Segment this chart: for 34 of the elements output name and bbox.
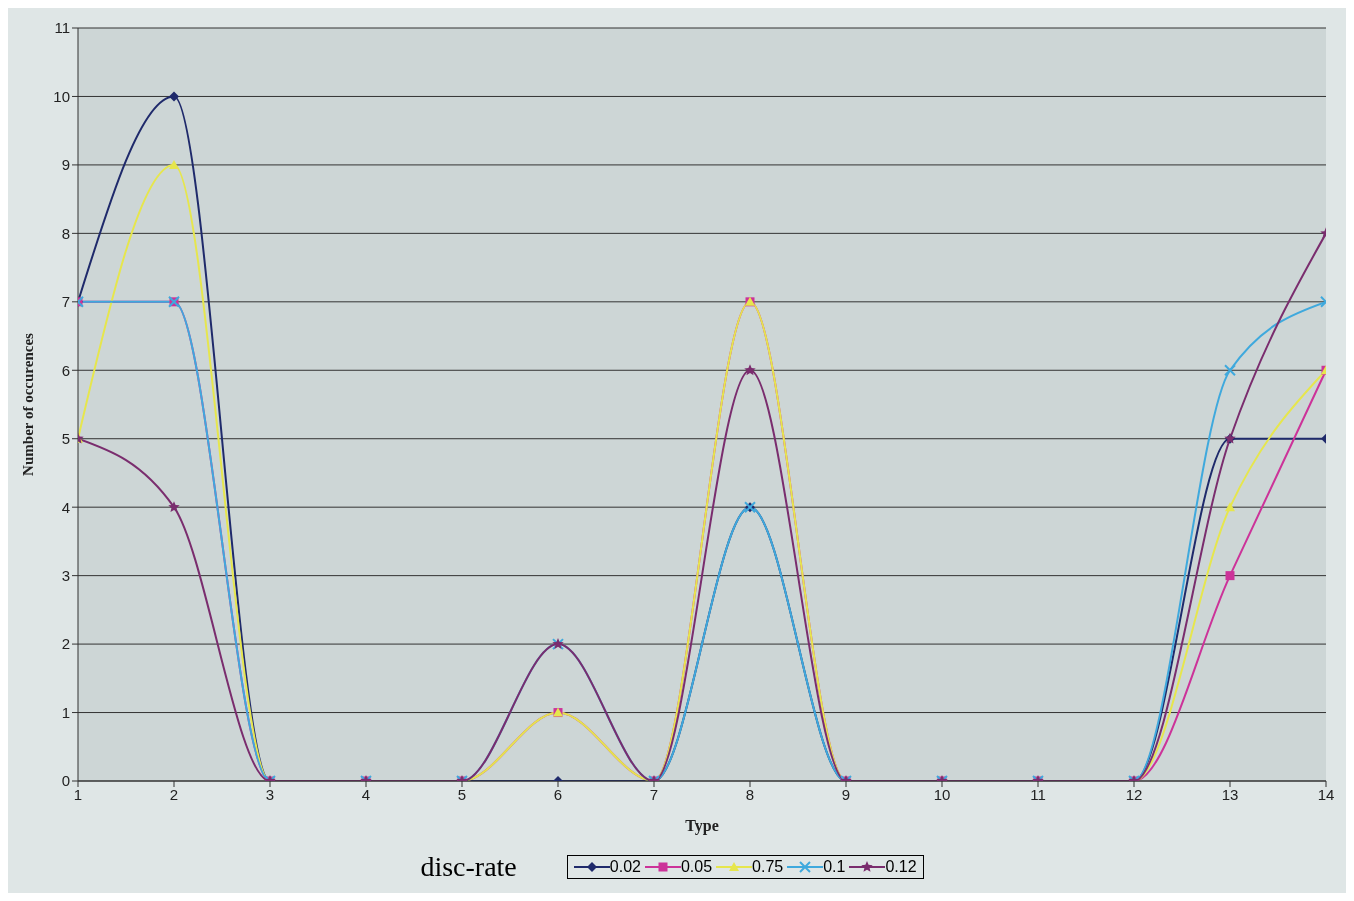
x-axis-title: Type — [685, 817, 719, 835]
y-tick-label: 2 — [61, 635, 70, 653]
legend-label: 0.1 — [823, 858, 846, 876]
x-tick-label: 8 — [745, 785, 755, 803]
x-tick-label: 5 — [457, 785, 467, 803]
y-tick-label: 5 — [61, 430, 70, 448]
legend-title: disc-rate — [420, 851, 517, 883]
x-tick-label: 1 — [73, 785, 83, 803]
y-tick-label: 6 — [61, 361, 70, 379]
x-tick-label: 7 — [649, 785, 659, 803]
x-tick-label: 13 — [1221, 785, 1239, 803]
y-axis-title: Number of occurences — [20, 332, 37, 476]
x-tick-label: 11 — [1030, 785, 1046, 803]
legend-label: 0.12 — [885, 858, 917, 876]
x-tick-label: 4 — [361, 785, 371, 803]
y-tick-label: 3 — [61, 566, 70, 584]
y-tick-label: 4 — [61, 498, 70, 516]
y-tick-label: 11 — [54, 19, 70, 37]
legend-label: 0.05 — [680, 858, 713, 876]
x-tick-label: 14 — [1317, 785, 1335, 803]
x-tick-label: 3 — [265, 785, 275, 803]
y-tick-label: 1 — [61, 703, 70, 721]
x-tick-label: 2 — [169, 785, 179, 803]
legend-label: 0.75 — [752, 858, 784, 876]
y-tick-label: 9 — [61, 156, 70, 174]
x-tick-label: 12 — [1125, 785, 1143, 803]
x-tick-label: 10 — [933, 785, 951, 803]
legend-label: 0.02 — [609, 858, 641, 876]
y-tick-label: 8 — [61, 224, 70, 242]
y-tick-label: 10 — [53, 87, 70, 105]
y-tick-label: 0 — [61, 772, 70, 790]
x-tick-label: 6 — [553, 785, 563, 803]
x-tick-label: 9 — [841, 785, 851, 803]
y-tick-label: 7 — [61, 293, 70, 311]
